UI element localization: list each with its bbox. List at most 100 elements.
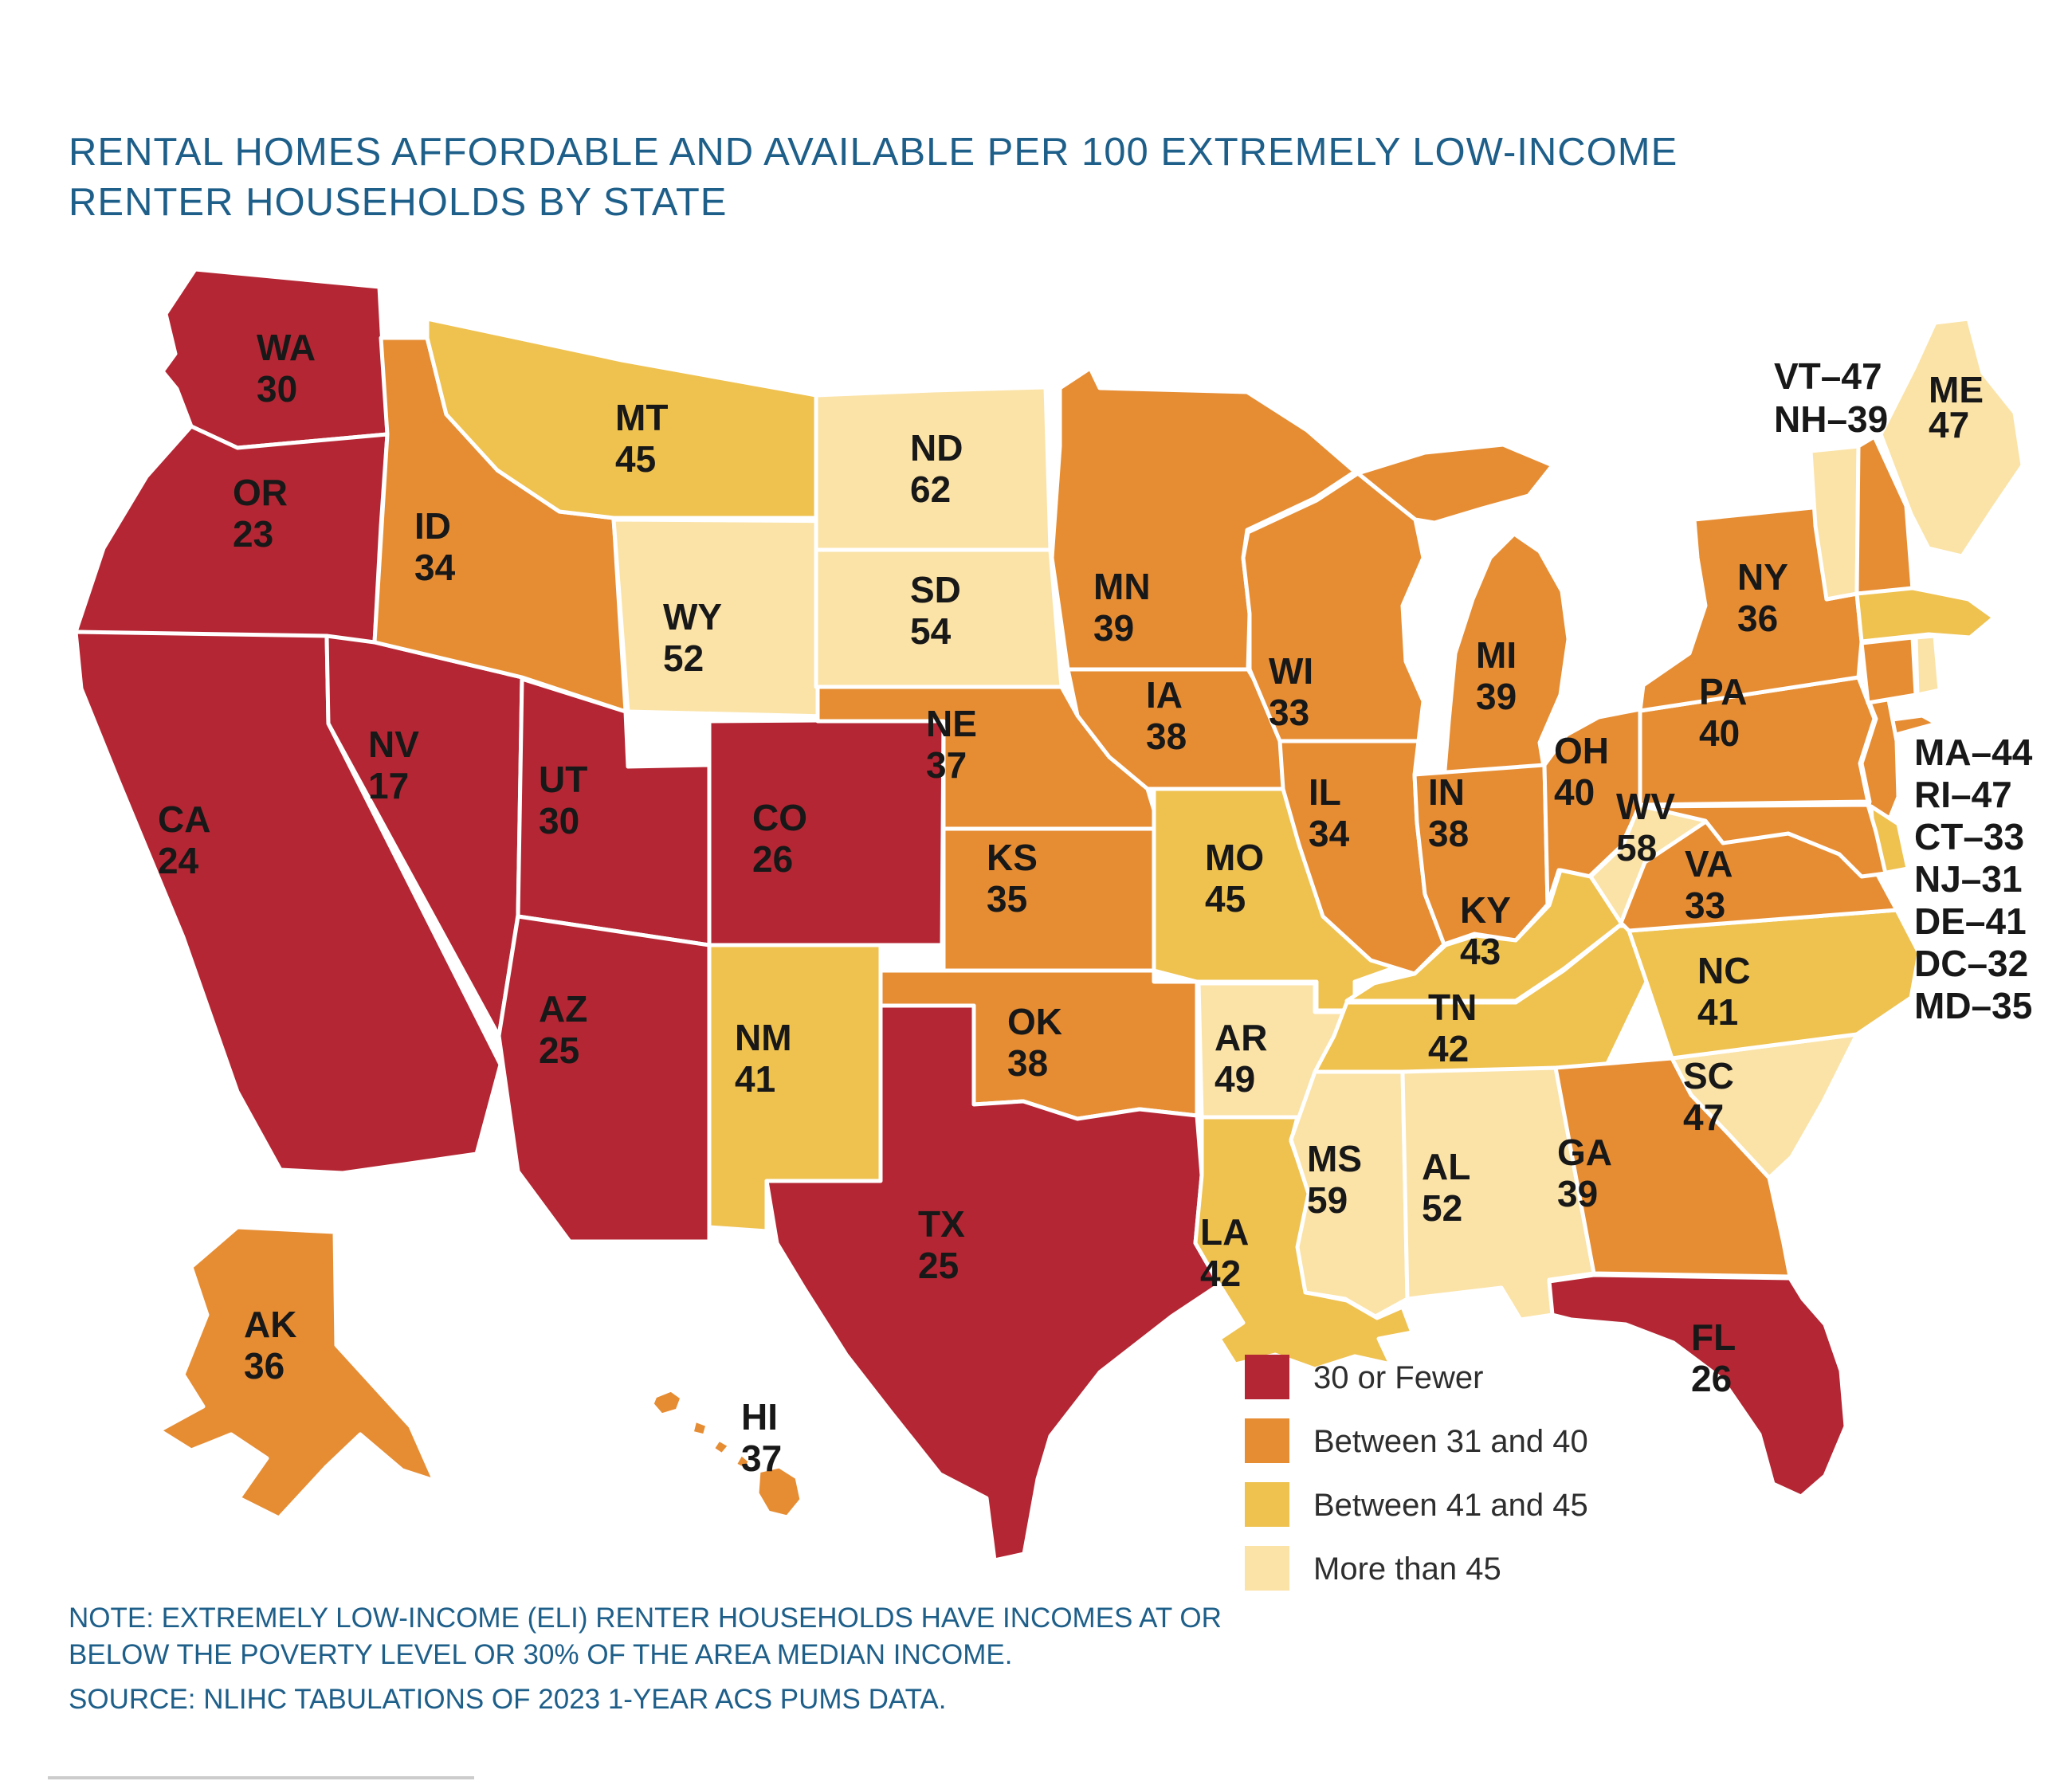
state-ny-value-label: 36 xyxy=(1737,598,1778,639)
callout-ma-label: MA–44 xyxy=(1914,732,2033,773)
state-or-abbr-label: OR xyxy=(233,472,288,513)
state-nc-shape[interactable] xyxy=(1627,908,1921,1061)
state-nd-value-label: 62 xyxy=(910,469,951,510)
state-tn-value-label: 42 xyxy=(1428,1028,1469,1069)
state-ny-abbr-label: NY xyxy=(1737,556,1788,598)
state-nc-abbr-label: NC xyxy=(1697,950,1750,991)
state-wv-abbr-label: WV xyxy=(1616,786,1675,827)
state-nh-shape[interactable] xyxy=(1854,434,1915,596)
states-group xyxy=(73,267,2025,1563)
callout-nj-label: NJ–31 xyxy=(1914,858,2023,900)
state-mn-value-label: 39 xyxy=(1093,607,1134,649)
callout-nh-label: NH–39 xyxy=(1774,398,1888,440)
callout-md-label: MD–35 xyxy=(1914,985,2032,1026)
state-sd-abbr-label: SD xyxy=(910,569,961,610)
state-me-abbr-label: ME xyxy=(1929,369,1984,410)
state-al-value-label: 52 xyxy=(1422,1187,1462,1229)
state-ar-value-label: 49 xyxy=(1215,1058,1255,1100)
state-la-value-label: 42 xyxy=(1200,1253,1241,1294)
state-co-shape[interactable] xyxy=(707,717,946,947)
state-ri-shape[interactable] xyxy=(1913,634,1942,697)
state-sc-shape[interactable] xyxy=(1670,1032,1859,1180)
state-hi-abbr-label: HI xyxy=(741,1396,778,1438)
state-hi-value-label: 37 xyxy=(741,1438,782,1479)
state-nd-shape[interactable] xyxy=(814,385,1053,552)
state-id-abbr-label: ID xyxy=(414,505,451,547)
state-mn-shape[interactable] xyxy=(1050,366,1357,672)
state-mi-value-label: 39 xyxy=(1476,676,1517,717)
state-ct-shape[interactable] xyxy=(1859,635,1918,705)
state-mt-value-label: 45 xyxy=(615,438,656,480)
state-pa-abbr-label: PA xyxy=(1699,671,1748,712)
state-id-value-label: 34 xyxy=(414,547,456,588)
state-ms-abbr-label: MS xyxy=(1307,1138,1362,1179)
state-al-abbr-label: AL xyxy=(1422,1146,1470,1187)
state-wa-value-label: 30 xyxy=(257,368,297,410)
state-ok-value-label: 38 xyxy=(1007,1042,1048,1084)
legend-swatch-more-45 xyxy=(1245,1546,1289,1591)
note-text: NOTE: EXTREMELY LOW-INCOME (ELI) RENTER … xyxy=(69,1603,1222,1671)
state-ia-abbr-label: IA xyxy=(1146,674,1183,716)
state-fl-value-label: 26 xyxy=(1691,1358,1732,1399)
state-wy-value-label: 52 xyxy=(663,637,704,679)
legend-label-41-45: Between 41 and 45 xyxy=(1313,1488,1588,1523)
state-or-shape[interactable] xyxy=(73,424,390,645)
state-co-value-label: 26 xyxy=(752,838,793,880)
state-ga-abbr-label: GA xyxy=(1557,1132,1612,1173)
state-va-value-label: 33 xyxy=(1685,885,1725,926)
state-mo-abbr-label: MO xyxy=(1205,837,1264,878)
state-mt-shape[interactable] xyxy=(425,316,818,520)
state-ks-abbr-label: KS xyxy=(987,837,1038,878)
callout-vt-nh: VT–47 NH–39 xyxy=(1774,355,1888,440)
state-oh-abbr-label: OH xyxy=(1554,730,1609,771)
state-fl-shape[interactable] xyxy=(1547,1273,1848,1499)
state-ia-value-label: 38 xyxy=(1146,716,1187,757)
state-ak-shape[interactable] xyxy=(157,1225,437,1520)
state-oh-value-label: 40 xyxy=(1554,771,1595,813)
state-mi-shape[interactable] xyxy=(1356,442,1571,782)
state-ca-abbr-label: CA xyxy=(158,798,210,840)
state-az-shape[interactable] xyxy=(496,914,712,1244)
state-ut-abbr-label: UT xyxy=(539,759,587,800)
state-ks-value-label: 35 xyxy=(987,878,1027,920)
callout-dc-label: DC–32 xyxy=(1914,943,2028,984)
state-wi-value-label: 33 xyxy=(1269,692,1309,733)
state-ar-abbr-label: AR xyxy=(1215,1017,1267,1058)
state-ak-value-label: 36 xyxy=(244,1345,285,1387)
callout-east-list: MA–44 RI–47 CT–33 NJ–31 DE–41 DC–32 MD–3… xyxy=(1914,732,2033,1026)
state-ga-value-label: 39 xyxy=(1557,1173,1598,1214)
state-tx-shape[interactable] xyxy=(764,1003,1222,1563)
state-ak-abbr-label: AK xyxy=(244,1304,296,1345)
state-tx-abbr-label: TX xyxy=(918,1203,965,1245)
state-nm-abbr-label: NM xyxy=(735,1017,792,1058)
state-sd-value-label: 54 xyxy=(910,610,952,652)
callout-vt-label: VT–47 xyxy=(1774,355,1882,397)
state-or-value-label: 23 xyxy=(233,513,273,555)
state-il-abbr-label: IL xyxy=(1309,771,1341,813)
state-md-shape[interactable] xyxy=(1641,802,1888,879)
state-in-abbr-label: IN xyxy=(1428,771,1465,813)
state-in-value-label: 38 xyxy=(1428,813,1469,854)
legend-label-more-45: More than 45 xyxy=(1313,1552,1501,1587)
footnotes: NOTE: EXTREMELY LOW-INCOME (ELI) RENTER … xyxy=(69,1600,1264,1727)
state-me-shape[interactable] xyxy=(1878,316,2025,559)
callout-de-label: DE–41 xyxy=(1914,900,2027,942)
state-nd-abbr-label: ND xyxy=(910,427,963,469)
callout-ri-label: RI–47 xyxy=(1914,774,2012,815)
state-mn-abbr-label: MN xyxy=(1093,566,1151,607)
state-wy-abbr-label: WY xyxy=(663,596,722,637)
state-ne-value-label: 37 xyxy=(926,744,967,786)
state-wa-abbr-label: WA xyxy=(257,327,316,368)
map-legend: 30 or Fewer Between 31 and 40 Between 41… xyxy=(1245,1355,1588,1591)
legend-swatch-41-45 xyxy=(1245,1482,1289,1527)
state-nc-value-label: 41 xyxy=(1697,991,1738,1033)
state-wv-value-label: 58 xyxy=(1616,827,1657,869)
state-ut-value-label: 30 xyxy=(539,800,579,841)
state-ks-shape[interactable] xyxy=(941,826,1162,973)
state-hi-shape[interactable] xyxy=(649,1387,804,1520)
state-vt-shape[interactable] xyxy=(1808,444,1861,602)
state-ma-shape[interactable] xyxy=(1854,586,1996,644)
state-co-abbr-label: CO xyxy=(752,797,807,838)
state-az-value-label: 25 xyxy=(539,1030,579,1071)
